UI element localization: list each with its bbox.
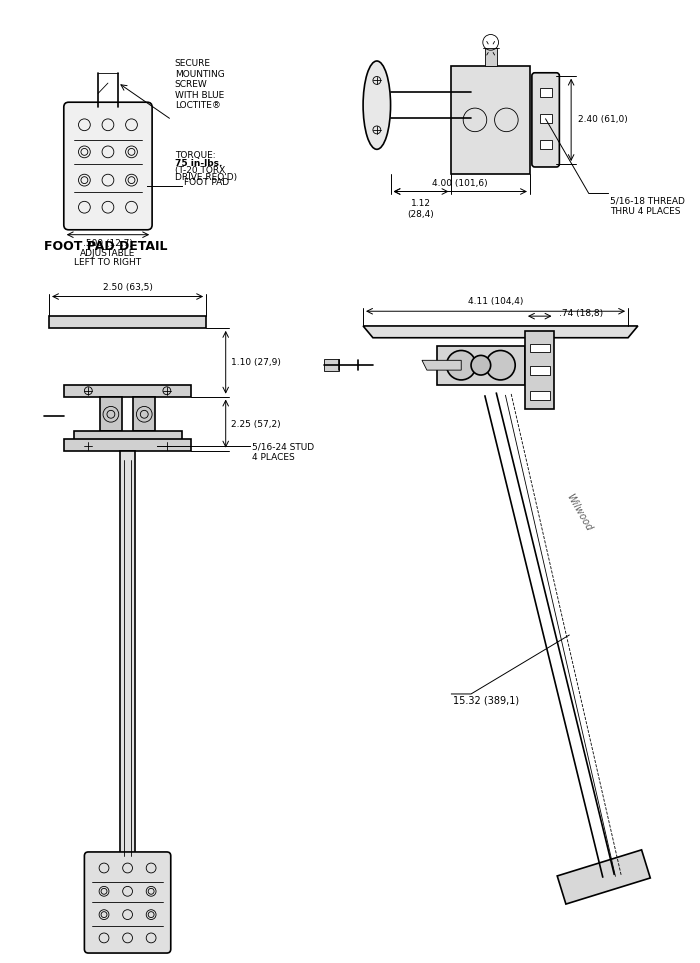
Bar — [437, 346, 525, 385]
Bar — [64, 385, 191, 397]
Text: FOOT PAD: FOOT PAD — [183, 178, 229, 187]
Circle shape — [471, 355, 491, 375]
Text: 1.10 (27,9): 1.10 (27,9) — [230, 358, 281, 367]
Bar — [485, 48, 496, 65]
Text: .500 (12,7): .500 (12,7) — [83, 240, 133, 248]
Bar — [100, 397, 122, 431]
Text: 2.25 (57,2): 2.25 (57,2) — [230, 420, 280, 429]
Circle shape — [447, 351, 476, 380]
Text: ADJUSTABLE: ADJUSTABLE — [80, 249, 136, 258]
Bar — [530, 391, 550, 400]
Text: TORQUE:: TORQUE: — [175, 151, 216, 160]
Text: .74 (18,8): .74 (18,8) — [559, 309, 603, 318]
Bar — [530, 344, 550, 352]
Text: (T-20 TORX: (T-20 TORX — [175, 166, 225, 175]
Bar — [525, 331, 554, 409]
FancyBboxPatch shape — [64, 102, 152, 230]
Polygon shape — [557, 849, 650, 904]
Bar — [49, 316, 206, 328]
Bar — [530, 366, 550, 375]
Bar — [74, 431, 181, 441]
Text: 5/16-18 THREAD
THRU 4 PLACES: 5/16-18 THREAD THRU 4 PLACES — [610, 196, 685, 216]
FancyBboxPatch shape — [532, 73, 559, 167]
Text: 5/16-24 STUD
4 PLACES: 5/16-24 STUD 4 PLACES — [252, 443, 314, 462]
Circle shape — [486, 351, 515, 380]
Text: 15.32 (389,1): 15.32 (389,1) — [454, 696, 519, 706]
Text: DRIVE REQ'D): DRIVE REQ'D) — [175, 173, 237, 182]
Ellipse shape — [363, 61, 391, 149]
Bar — [324, 359, 339, 371]
FancyBboxPatch shape — [85, 852, 171, 953]
Polygon shape — [363, 325, 638, 338]
Polygon shape — [422, 360, 461, 370]
Text: Wilwood: Wilwood — [564, 492, 594, 533]
Text: LEFT TO RIGHT: LEFT TO RIGHT — [74, 258, 141, 267]
Text: 1.12
(28,4): 1.12 (28,4) — [407, 199, 435, 219]
Bar — [64, 439, 191, 451]
Bar — [134, 397, 155, 431]
Bar — [452, 65, 530, 174]
Text: 2.40 (61,0): 2.40 (61,0) — [578, 116, 628, 124]
Text: SECURE
MOUNTING
SCREW
WITH BLUE
LOCTITE®: SECURE MOUNTING SCREW WITH BLUE LOCTITE® — [175, 60, 225, 110]
Text: FOOT PAD DETAIL: FOOT PAD DETAIL — [44, 240, 168, 252]
Text: 2.50 (63,5): 2.50 (63,5) — [103, 282, 153, 292]
Bar — [540, 114, 552, 123]
Bar — [540, 141, 552, 149]
Bar — [540, 89, 552, 97]
Text: 75 in-lbs.: 75 in-lbs. — [175, 159, 222, 169]
Text: 4.11 (104,4): 4.11 (104,4) — [468, 298, 524, 306]
Text: 4.00 (101,6): 4.00 (101,6) — [433, 178, 488, 188]
Bar — [120, 451, 135, 875]
